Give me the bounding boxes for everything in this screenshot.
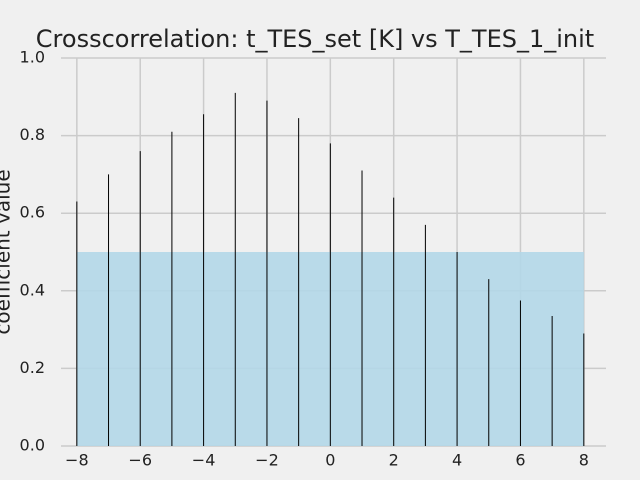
x-tick-label: 4	[452, 451, 462, 470]
x-tick-label: 0	[325, 451, 335, 470]
x-tick-label: −4	[192, 451, 216, 470]
y-axis-label: coefficient value	[0, 169, 15, 334]
y-tick-label: 0.6	[20, 203, 45, 222]
y-tick-label: 1.0	[20, 48, 45, 67]
y-tick-label: 0.0	[20, 436, 45, 455]
x-axis-label: lag	[300, 479, 331, 480]
x-tick-label: −2	[255, 451, 279, 470]
x-tick-label: 2	[389, 451, 399, 470]
x-tick-label: 6	[515, 451, 525, 470]
x-tick-label: −6	[128, 451, 152, 470]
y-tick-label: 0.4	[20, 280, 45, 299]
x-tick-label: 8	[579, 451, 589, 470]
y-tick-label: 0.2	[20, 358, 45, 377]
x-tick-label: −8	[65, 451, 89, 470]
y-tick-label: 0.8	[20, 125, 45, 144]
chart-title: Crosscorrelation: t_TES_set [K] vs T_TES…	[36, 25, 594, 53]
